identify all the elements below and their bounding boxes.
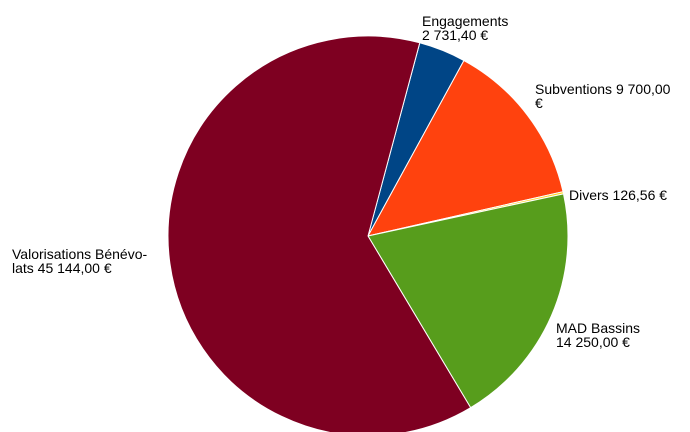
data-label-valorisations-line2: lats 45 144,00 € [12, 260, 112, 276]
data-label-valorisations-line1: Valorisations Bénévo- [12, 246, 148, 262]
data-label-mad-bassins: MAD Bassins 14 250,00 € [556, 321, 640, 349]
data-label-subventions-line1: Subventions 9 700,00 [535, 81, 671, 97]
pie-slice-mad-bassins [367, 193, 569, 409]
data-label-mad-bassins-value: 14 250,00 € [556, 334, 630, 350]
data-label-divers-text: Divers 126,56 € [569, 187, 668, 203]
data-label-subventions-line2: € [535, 95, 543, 111]
data-label-subventions: Subventions 9 700,00 € [535, 82, 670, 110]
data-label-engagements-name: Engagements [422, 13, 509, 29]
data-label-mad-bassins-name: MAD Bassins [556, 320, 641, 336]
pie-slices [167, 35, 569, 432]
data-label-divers: Divers 126,56 € [569, 188, 667, 202]
pie-slice-valorisations-b-n-volats [167, 35, 472, 432]
data-label-engagements: Engagements 2 731,40 € [422, 14, 508, 42]
data-label-valorisations: Valorisations Bénévo- lats 45 144,00 € [12, 247, 147, 275]
pie-slice-subventions [367, 59, 564, 237]
data-label-engagements-value: 2 731,40 € [422, 27, 489, 43]
